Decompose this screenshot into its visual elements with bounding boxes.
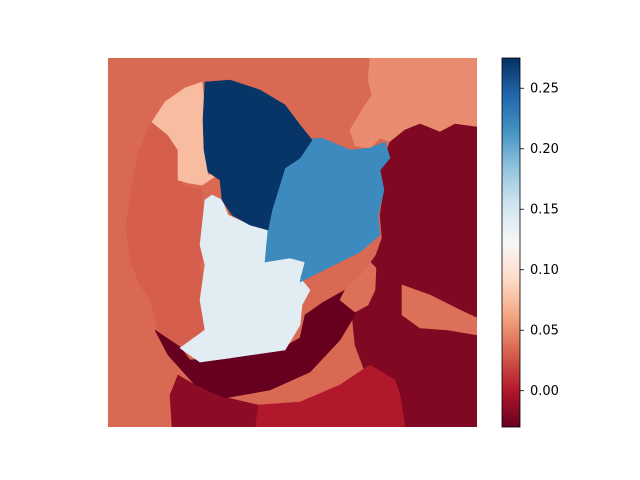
heatmap-image <box>108 58 477 427</box>
colorbar-ticks: 0.00 0.05 0.10 0.15 0.20 0.25 <box>520 82 559 399</box>
colorbar-gradient <box>501 57 521 428</box>
segment-right-orange <box>339 261 377 313</box>
segment-center-right <box>264 137 391 283</box>
colorbar-tick-label: 0.20 <box>530 142 559 157</box>
segment-right-small <box>401 284 477 336</box>
segment-center <box>179 194 311 363</box>
segment-right <box>349 123 477 427</box>
segment-bottom-center <box>254 364 406 427</box>
colorbar-tick-label: 0.25 <box>530 82 559 97</box>
colorbar-tick-label: 0.05 <box>530 324 559 339</box>
colorbar-tick-label: 0.15 <box>530 203 559 218</box>
colorbar: 0.00 0.05 0.10 0.15 0.20 0.25 <box>501 57 559 428</box>
colorbar-tick-label: 0.00 <box>530 384 559 399</box>
segment-top-center <box>202 79 313 231</box>
colorbar-tick-label: 0.10 <box>530 263 559 278</box>
